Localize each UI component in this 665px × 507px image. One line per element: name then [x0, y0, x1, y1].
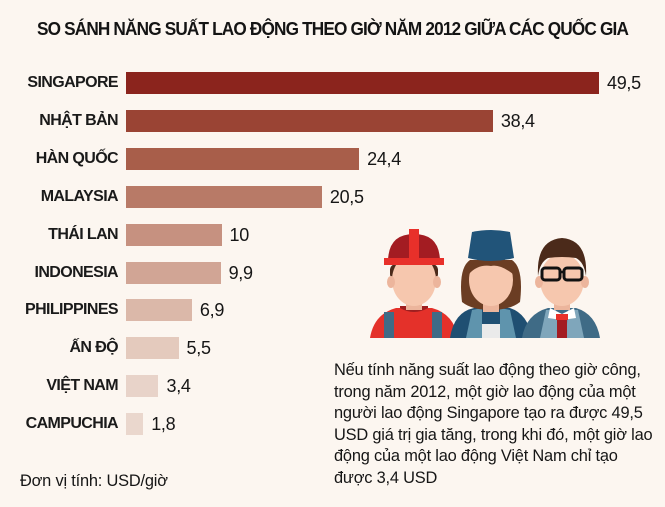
- value-label: 20,5: [329, 186, 364, 207]
- bar-row: SINGAPORE 49,5: [0, 72, 665, 94]
- value-label: 1,8: [151, 414, 176, 435]
- explanatory-note: Nếu tính năng suất lao động theo giờ côn…: [334, 361, 653, 487]
- bar: [126, 299, 192, 322]
- value-label: 38,4: [500, 110, 535, 131]
- chart-title: SO SÁNH NĂNG SUẤT LAO ĐỘNG THEO GIỜ NĂM …: [36, 18, 629, 39]
- category-label: HÀN QUỐC: [35, 149, 119, 167]
- value-label: 10: [229, 224, 250, 245]
- woman-worker-figure: [450, 230, 532, 338]
- bar-row: CAMPUCHIA 1,8: [0, 413, 665, 436]
- bar: [126, 185, 322, 208]
- category-label: PHILIPPINES: [25, 301, 119, 319]
- workers-illustration: [370, 228, 600, 340]
- value-label: 24,4: [367, 148, 401, 169]
- bar: [126, 261, 221, 284]
- value-label: 5,5: [186, 338, 211, 359]
- value-label: 9,9: [228, 262, 253, 283]
- value-label: 49,5: [607, 73, 641, 93]
- category-label: SINGAPORE: [27, 74, 118, 91]
- three-workers-icon: [370, 229, 600, 338]
- value-label: 3,4: [166, 376, 191, 397]
- category-label: INDONESIA: [34, 263, 119, 281]
- unit-label: Đơn vị tính: USD/giờ: [20, 472, 168, 490]
- bar: [126, 375, 159, 398]
- bar-row: VIỆT NAM 3,4: [0, 375, 665, 398]
- bar: [126, 109, 493, 132]
- bar: [126, 72, 599, 94]
- category-label: CAMPUCHIA: [25, 415, 119, 433]
- bar: [126, 223, 222, 246]
- category-label: NHẬT BẢN: [39, 111, 118, 129]
- bar-row: PHILIPPINES 6,9: [0, 299, 665, 322]
- bar-row: THÁI LAN 10: [0, 223, 665, 246]
- bar-row: HÀN QUỐC 24,4: [0, 147, 665, 170]
- bar-row: NHẬT BẢN 38,4: [0, 109, 665, 132]
- category-label: THÁI LAN: [48, 225, 118, 243]
- bar-row: INDONESIA 9,9: [0, 261, 665, 284]
- bar-row: ẤN ĐỘ 5,5: [0, 337, 665, 360]
- bar-row: MALAYSIA 20,5: [0, 185, 665, 208]
- construction-worker-figure: [370, 229, 458, 338]
- category-label: VIỆT NAM: [46, 377, 118, 395]
- bar: [126, 337, 179, 360]
- bar: [126, 147, 360, 170]
- office-worker-figure: [522, 238, 600, 338]
- category-label: ẤN ĐỘ: [69, 339, 118, 357]
- bar: [126, 413, 144, 436]
- category-label: MALAYSIA: [40, 187, 119, 205]
- value-label: 6,9: [199, 300, 225, 321]
